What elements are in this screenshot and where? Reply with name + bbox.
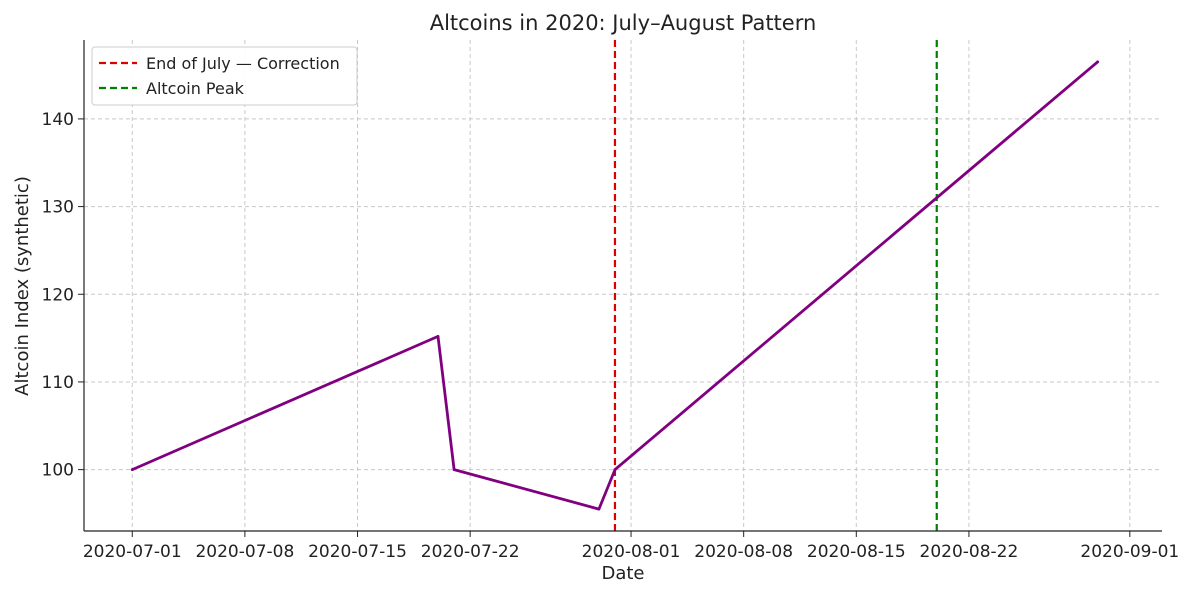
- x-tick-label: 2020-07-01: [83, 542, 182, 562]
- grid: [84, 40, 1162, 531]
- legend-label-correction: End of July — Correction: [146, 54, 340, 73]
- data-point: [436, 334, 440, 338]
- axes: [83, 40, 1162, 532]
- reference-lines: [613, 40, 938, 531]
- y-tick-label: 110: [42, 373, 74, 393]
- x-axis-label: Date: [601, 563, 644, 584]
- y-tick-label: 130: [42, 198, 74, 218]
- legend: End of July — Correction Altcoin Peak: [91, 46, 358, 106]
- x-tick-label: 2020-09-01: [1080, 542, 1179, 562]
- y-ticks: 100 110 120 130 140: [42, 110, 84, 481]
- legend-label-peak: Altcoin Peak: [146, 79, 245, 98]
- x-ticks: 2020-07-01 2020-07-08 2020-07-15 2020-07-22…: [83, 531, 1179, 562]
- x-tick-label: 2020-08-22: [920, 542, 1019, 562]
- x-tick-label: 2020-07-08: [195, 542, 294, 562]
- series-line-altcoin-index: [130, 60, 1099, 511]
- y-tick-label: 100: [42, 461, 74, 481]
- data-point: [597, 507, 601, 511]
- x-tick-label: 2020-08-15: [807, 542, 906, 562]
- data-point: [130, 468, 134, 472]
- x-tick-label: 2020-07-22: [421, 542, 520, 562]
- x-tick-label: 2020-08-01: [582, 542, 681, 562]
- data-point: [452, 468, 456, 472]
- y-tick-label: 120: [42, 285, 74, 305]
- y-axis-label: Altcoin Index (synthetic): [12, 176, 33, 396]
- y-tick-label: 140: [42, 110, 74, 130]
- data-point: [1096, 60, 1100, 64]
- x-tick-label: 2020-08-08: [694, 542, 793, 562]
- chart-title: Altcoins in 2020: July–August Pattern: [430, 11, 817, 35]
- legend-box: [91, 46, 358, 106]
- series-layer: [130, 60, 1100, 511]
- x-tick-label: 2020-07-15: [308, 542, 407, 562]
- data-point: [613, 468, 617, 472]
